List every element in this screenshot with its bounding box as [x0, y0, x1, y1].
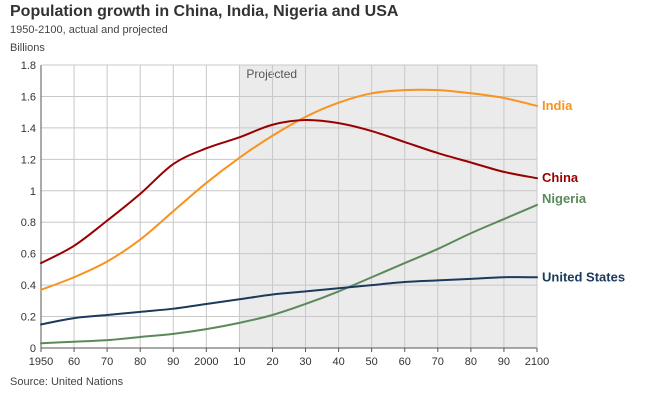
series-line-nigeria — [40, 203, 538, 345]
projected-shading — [239, 65, 537, 348]
series-lines-group — [40, 88, 538, 345]
series-labels-group: India China Nigeria United States — [542, 98, 625, 284]
y-tick-label: 0.8 — [21, 217, 36, 229]
series-label-united-states: United States — [542, 269, 625, 284]
x-tick-label: 80 — [134, 356, 146, 368]
x-tick-labels-group: 1950 60 70 80 90 2000 10 20 30 40 50 60 70 80 90 2100 — [29, 356, 549, 368]
series-label-india: India — [542, 98, 573, 113]
projected-label: Projected — [246, 67, 297, 81]
x-tick-label: 90 — [167, 356, 179, 368]
x-tick-label: 50 — [366, 356, 378, 368]
x-tick-label: 60 — [68, 356, 80, 368]
y-tick-label: 1.2 — [21, 154, 36, 166]
x-tick-label: 20 — [266, 356, 278, 368]
x-tick-label: 10 — [233, 356, 245, 368]
y-axis-label: Billions — [10, 42, 45, 54]
projected-region-group: Projected — [239, 65, 537, 348]
x-tick-label: 2100 — [525, 356, 549, 368]
x-tick-label: 40 — [332, 356, 344, 368]
chart-subtitle: 1950-2100, actual and projected — [10, 24, 168, 36]
x-tick-label: 60 — [399, 356, 411, 368]
x-tick-label: 1950 — [29, 356, 53, 368]
x-tick-label: 90 — [498, 356, 510, 368]
y-tick-label: 1.4 — [21, 123, 36, 135]
y-tick-label: 0 — [30, 343, 36, 355]
y-tick-label: 1.6 — [21, 91, 36, 103]
series-line-india — [40, 88, 538, 291]
chart-title: Population growth in China, India, Niger… — [10, 3, 399, 20]
series-line-china — [40, 119, 538, 265]
y-tick-label: 1.8 — [21, 60, 36, 72]
y-tick-labels-group: 0 0.2 0.4 0.6 0.8 1 1.2 1.4 1.6 1.8 — [21, 60, 36, 355]
y-tick-label: 1 — [30, 186, 36, 198]
axes-group — [40, 64, 538, 352]
x-tick-label: 30 — [299, 356, 311, 368]
series-line-united-states — [40, 276, 538, 326]
x-tick-label: 70 — [432, 356, 444, 368]
x-tick-label: 80 — [465, 356, 477, 368]
y-tick-label: 0.2 — [21, 312, 36, 324]
source-note: Source: United Nations — [10, 376, 124, 388]
x-tick-label: 2000 — [194, 356, 218, 368]
y-tick-label: 0.6 — [21, 249, 36, 261]
y-tick-label: 0.4 — [21, 280, 36, 292]
x-tick-label: 70 — [101, 356, 113, 368]
series-label-nigeria: Nigeria — [542, 191, 587, 206]
series-label-china: China — [542, 170, 579, 185]
